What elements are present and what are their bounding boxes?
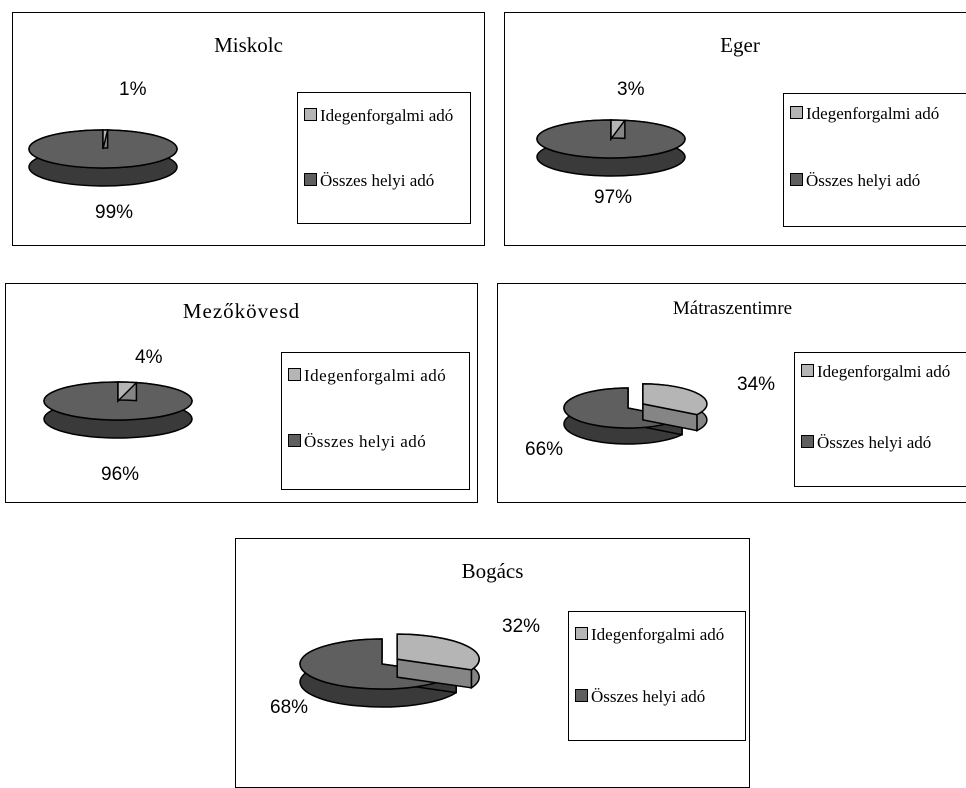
chart-title: Mátraszentimre	[672, 298, 793, 319]
pie-data-label: 68%	[270, 697, 308, 718]
legend-item-idegenforgalmi: Idegenforgalmi adó	[288, 365, 467, 386]
chart-panel-eger: Eger 3% 97% Idegenforgalmi adó Összes hel…	[504, 12, 966, 246]
chart-panel-bogacs: Bogács 32% 68% Idegenforgalmi adó Összes …	[235, 538, 750, 788]
legend-swatch-idegenforgalmi	[288, 368, 301, 381]
legend-item-idegenforgalmi: Idegenforgalmi adó	[790, 103, 966, 124]
legend: Idegenforgalmi adó Összes helyi adó	[783, 93, 966, 227]
legend-label: Összes helyi adó	[304, 432, 427, 451]
chart-title: Bogács	[461, 559, 524, 583]
legend: Idegenforgalmi adó Összes helyi adó	[281, 352, 470, 490]
legend-swatch-idegenforgalmi	[304, 108, 317, 121]
legend: Idegenforgalmi adó Összes helyi adó	[794, 352, 966, 487]
pie-slice-idegenforgalmi	[642, 383, 708, 432]
legend-item-osszes: Összes helyi adó	[801, 432, 966, 453]
legend-label: Összes helyi adó	[320, 171, 435, 190]
pie-data-label: 32%	[502, 616, 540, 637]
legend-item-idegenforgalmi: Idegenforgalmi adó	[801, 361, 966, 382]
chart-panel-matraszentimre: Mátraszentimre 34% 66% Idegenforgalmi adó…	[497, 283, 966, 503]
pie-slice-idegenforgalmi	[396, 633, 480, 690]
legend: Idegenforgalmi adó Összes helyi adó	[568, 611, 746, 741]
legend-label: Idegenforgalmi adó	[806, 104, 940, 123]
legend-item-osszes: Összes helyi adó	[790, 170, 966, 191]
pie-data-label: 34%	[737, 374, 775, 395]
legend-label: Összes helyi adó	[591, 687, 706, 706]
legend-item-idegenforgalmi: Idegenforgalmi adó	[575, 624, 743, 645]
chart-panel-miskolc: Miskolc 1% 99% Idegenforgalmi adó Összes …	[12, 12, 485, 246]
pie-data-label: 99%	[95, 202, 133, 223]
pie-data-label: 1%	[119, 79, 147, 100]
pie-slice-idegenforgalmi	[610, 119, 627, 142]
legend-label: Idegenforgalmi adó	[320, 106, 454, 125]
pie-chart: 34% 66%	[525, 374, 775, 460]
legend-item-idegenforgalmi: Idegenforgalmi adó	[304, 105, 468, 126]
legend-swatch-osszes	[304, 173, 317, 186]
pie-slice-idegenforgalmi	[102, 129, 109, 150]
pie-chart: 4% 96%	[43, 347, 193, 485]
chart-panel-mezokovesd: Mezőkövesd 4% 96% Idegenforgalmi adó Össz…	[5, 283, 478, 503]
pie-data-label: 66%	[525, 439, 563, 460]
legend-swatch-idegenforgalmi	[790, 106, 803, 119]
legend-label: Összes helyi adó	[817, 433, 932, 452]
pie-chart: 32% 68%	[270, 616, 540, 718]
pie-data-label: 96%	[101, 464, 139, 485]
legend: Idegenforgalmi adó Összes helyi adó	[297, 92, 471, 224]
legend-swatch-osszes	[801, 435, 814, 448]
pie-slice-idegenforgalmi	[117, 381, 139, 403]
pie-data-label: 97%	[594, 187, 632, 208]
legend-label: Idegenforgalmi adó	[591, 625, 725, 644]
pie-data-label: 4%	[135, 347, 163, 368]
legend-item-osszes: Összes helyi adó	[575, 686, 743, 707]
legend-label: Idegenforgalmi adó	[304, 366, 447, 385]
pie-data-label: 3%	[617, 79, 645, 100]
legend-swatch-osszes	[790, 173, 803, 186]
legend-swatch-idegenforgalmi	[801, 364, 814, 377]
legend-swatch-idegenforgalmi	[575, 627, 588, 640]
legend-item-osszes: Összes helyi adó	[304, 170, 468, 191]
pie-chart: 3% 97%	[536, 79, 686, 208]
pie-chart: 1% 99%	[28, 79, 178, 223]
chart-title: Miskolc	[214, 33, 283, 57]
legend-label: Összes helyi adó	[806, 171, 921, 190]
legend-swatch-osszes	[288, 434, 301, 447]
chart-title: Eger	[720, 33, 760, 57]
legend-item-osszes: Összes helyi adó	[288, 431, 467, 452]
legend-label: Idegenforgalmi adó	[817, 362, 951, 381]
legend-swatch-osszes	[575, 689, 588, 702]
chart-title: Mezőkövesd	[182, 299, 301, 323]
